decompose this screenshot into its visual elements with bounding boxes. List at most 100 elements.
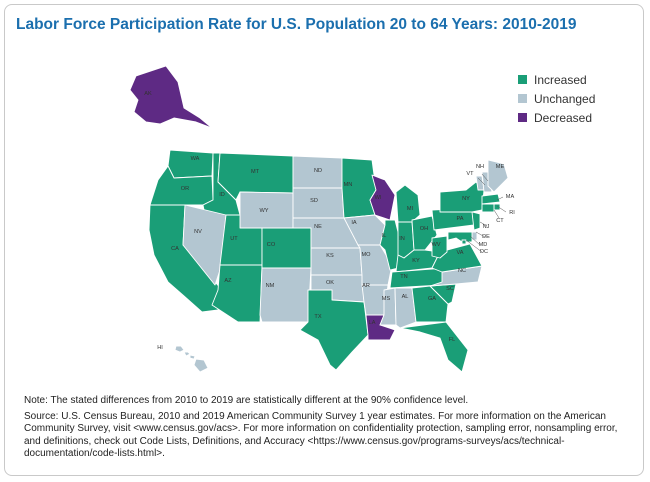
leader-line-ct [493, 209, 500, 219]
leader-line-vt [477, 177, 486, 186]
state-wv [431, 235, 448, 259]
state-label-mn: MN [344, 182, 353, 188]
legend-item-increased: Increased [518, 70, 595, 89]
state-ak [129, 65, 213, 129]
leader-line-de [475, 231, 486, 238]
state-label-mi: MI [407, 206, 414, 212]
source-note: Source: U.S. Census Bureau, 2010 and 201… [24, 410, 618, 460]
state-label-wi: WI [375, 195, 382, 201]
state-me [487, 159, 509, 193]
state-label-ar: AR [362, 283, 370, 289]
significance-note: Note: The stated differences from 2010 t… [24, 395, 469, 406]
legend-swatch-unchanged [518, 94, 527, 103]
state-label-ma: MA [506, 194, 515, 200]
state-label-ak: AK [144, 91, 152, 97]
state-label-me: ME [496, 164, 505, 170]
state-label-ca: CA [171, 246, 179, 252]
state-label-co: CO [267, 242, 276, 248]
state-az [211, 264, 263, 323]
leader-line-ri [496, 205, 507, 213]
leader-line-nj [479, 221, 488, 227]
state-nm [259, 267, 312, 323]
state-label-tn: TN [400, 274, 407, 280]
state-label-mo: MO [361, 252, 371, 258]
notes-block: Note: The stated differences from 2010 t… [24, 395, 628, 461]
state-label-nc: NC [458, 268, 466, 274]
state-label-nm: NM [266, 283, 275, 289]
state-label-wa: WA [191, 156, 200, 162]
leader-line-dc [465, 239, 483, 253]
leader-line-md [469, 235, 481, 246]
state-mi [395, 184, 421, 223]
state-label-nv: NV [194, 229, 202, 235]
map-legend: Increased Unchanged Decreased [518, 70, 595, 127]
state-dc [461, 239, 467, 245]
state-fl [399, 321, 469, 373]
state-label-ne: NE [314, 224, 322, 230]
state-ct [481, 203, 495, 213]
state-label-vt: VT [466, 171, 474, 177]
state-label-ia: IA [351, 220, 357, 226]
state-label-ut: UT [230, 236, 238, 242]
state-hi [174, 345, 209, 373]
map-title: Labor Force Participation Rate for U.S. … [16, 16, 577, 33]
state-md [447, 231, 473, 243]
state-label-in: IN [399, 236, 405, 242]
state-label-ri: RI [509, 210, 515, 216]
state-label-dc: DC [480, 249, 488, 255]
state-oh [411, 215, 438, 251]
legend-label-unchanged: Unchanged [534, 91, 596, 106]
state-label-hi: HI [157, 345, 163, 351]
state-label-tx: TX [314, 314, 321, 320]
state-label-nd: ND [314, 168, 322, 174]
state-label-ok: OK [326, 280, 334, 286]
state-label-ky: KY [412, 258, 420, 264]
state-label-al: AL [402, 294, 409, 300]
state-label-md: MD [479, 242, 488, 248]
state-label-pa: PA [456, 216, 463, 222]
state-ks [310, 247, 363, 276]
state-label-id: ID [219, 192, 225, 198]
state-label-mt: MT [251, 169, 260, 175]
state-label-fl: FL [449, 337, 456, 343]
legend-item-decreased: Decreased [518, 108, 595, 127]
state-co [261, 227, 312, 269]
leader-line-nh [481, 173, 489, 182]
state-label-ny: NY [462, 196, 470, 202]
state-tx [299, 289, 369, 371]
state-label-nh: NH [476, 164, 484, 170]
state-label-wv: WV [431, 242, 440, 248]
state-label-va: VA [456, 250, 463, 256]
state-wi [369, 174, 396, 221]
state-wa [167, 149, 214, 179]
leader-line-ma [496, 196, 504, 201]
state-label-sd: SD [310, 198, 318, 204]
legend-label-increased: Increased [534, 72, 587, 87]
state-label-or: OR [181, 186, 189, 192]
legend-swatch-decreased [518, 113, 527, 122]
legend-label-decreased: Decreased [534, 110, 593, 125]
state-label-nj: NJ [483, 224, 490, 230]
state-sd [292, 187, 345, 219]
state-label-il: IL [382, 233, 387, 239]
state-label-wy: WY [259, 208, 268, 214]
state-label-la: LA [369, 320, 376, 326]
state-label-de: DE [482, 234, 490, 240]
state-nj [471, 211, 481, 231]
state-label-ct: CT [496, 218, 504, 224]
state-nv [182, 204, 227, 286]
state-label-oh: OH [420, 226, 428, 232]
state-label-ms: MS [382, 296, 391, 302]
state-label-ks: KS [326, 253, 334, 259]
state-al [394, 287, 417, 329]
state-il [379, 219, 401, 271]
legend-swatch-increased [518, 75, 527, 84]
state-label-sc: SC [446, 286, 454, 292]
state-label-ga: GA [428, 296, 436, 302]
legend-item-unchanged: Unchanged [518, 89, 595, 108]
state-mn [341, 157, 377, 219]
state-ma [481, 193, 501, 205]
state-ri [493, 203, 501, 211]
state-label-az: AZ [224, 278, 232, 284]
